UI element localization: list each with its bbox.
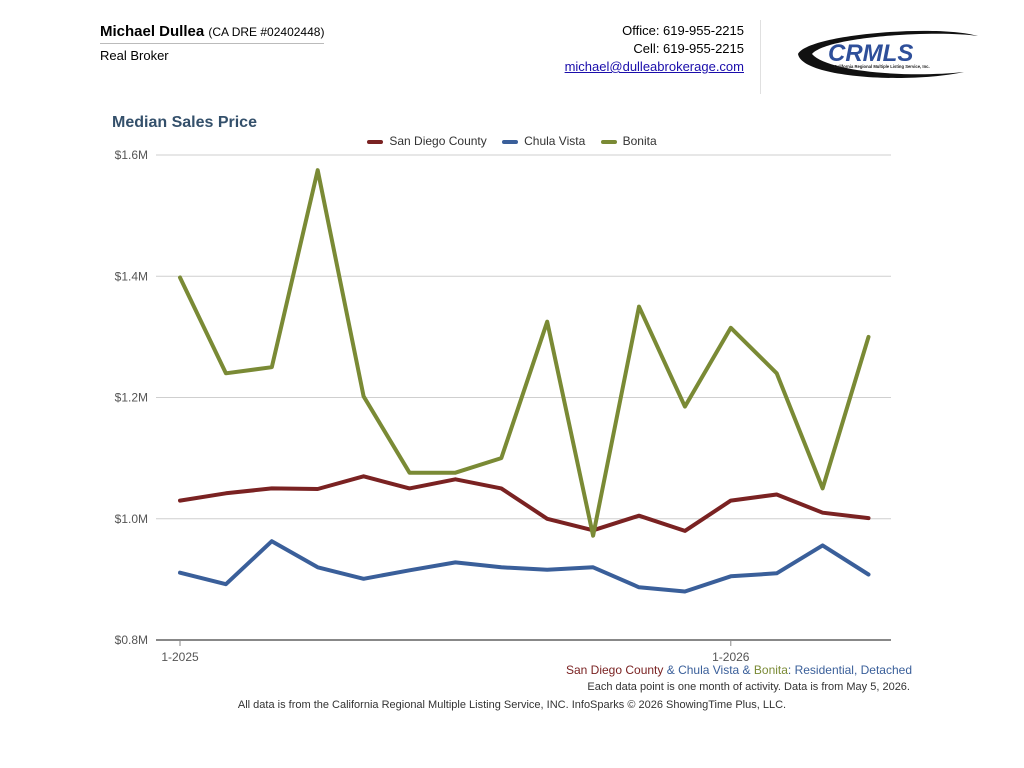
data-source: All data is from the California Regional… — [237, 699, 787, 711]
caption-part: Chula Vista — [678, 663, 740, 677]
legend-label: Bonita — [622, 134, 657, 148]
chart-legend: San Diego County Chula Vista Bonita — [0, 134, 1024, 148]
legend-swatch — [367, 139, 384, 144]
x-tick-label: 1-2025 — [161, 650, 199, 664]
legend-swatch — [600, 139, 617, 144]
agent-name: Michael Dullea — [100, 23, 205, 40]
office-phone: Office: 619-955-2215 — [622, 23, 744, 38]
legend-label: San Diego County — [389, 134, 487, 148]
legend-item-san-diego-county: San Diego County — [367, 134, 487, 148]
agent-name-underline: Michael Dullea (CA DRE #02402448) — [100, 22, 325, 44]
legend-label: Chula Vista — [524, 134, 586, 148]
caption-part: Bonita — [753, 663, 788, 677]
email-link[interactable]: michael@dulleabrokerage.com — [564, 59, 744, 74]
y-tick-label: $1.4M — [115, 269, 148, 283]
legend-swatch — [502, 139, 519, 144]
caption-part: San Diego County — [565, 663, 664, 677]
chart-caption: San Diego County & Chula Vista & Bonita:… — [566, 663, 912, 677]
logo-text: CRMLS — [828, 40, 913, 67]
agent-name-line: Michael Dullea (CA DRE #02402448) — [100, 22, 325, 44]
series-line-bonita — [178, 168, 871, 538]
series-line-san-diego-county — [178, 474, 871, 533]
header-divider — [760, 20, 761, 94]
series-line-chula-vista — [178, 539, 871, 594]
agent-title: Real Broker — [100, 48, 169, 63]
y-tick-label: $1.6M — [115, 148, 148, 162]
logo-subtext: California Regional Multiple Listing Ser… — [834, 64, 930, 69]
y-tick-label: $0.8M — [115, 633, 148, 647]
legend-item-bonita: Bonita — [600, 134, 657, 148]
x-tick-label: 1-2026 — [712, 650, 750, 664]
contact-info: Office: 619-955-2215 Cell: 619-955-2215 … — [565, 22, 744, 76]
caption-part: & — [663, 663, 679, 677]
caption-part: & — [739, 663, 754, 677]
caption-part: : Residential, Detached — [787, 663, 912, 677]
crmls-logo: CRMLS California Regional Multiple Listi… — [798, 30, 978, 78]
agent-dre: (CA DRE #02402448) — [208, 25, 325, 39]
y-tick-label: $1.2M — [115, 391, 148, 405]
cell-phone: Cell: 619-955-2215 — [633, 41, 744, 56]
agent-info: Michael Dullea (CA DRE #02402448) Real B… — [100, 22, 325, 63]
data-note: Each data point is one month of activity… — [587, 681, 910, 693]
legend-item-chula-vista: Chula Vista — [502, 134, 585, 148]
y-tick-label: $1.0M — [115, 512, 148, 526]
chart-title: Median Sales Price — [112, 114, 257, 131]
